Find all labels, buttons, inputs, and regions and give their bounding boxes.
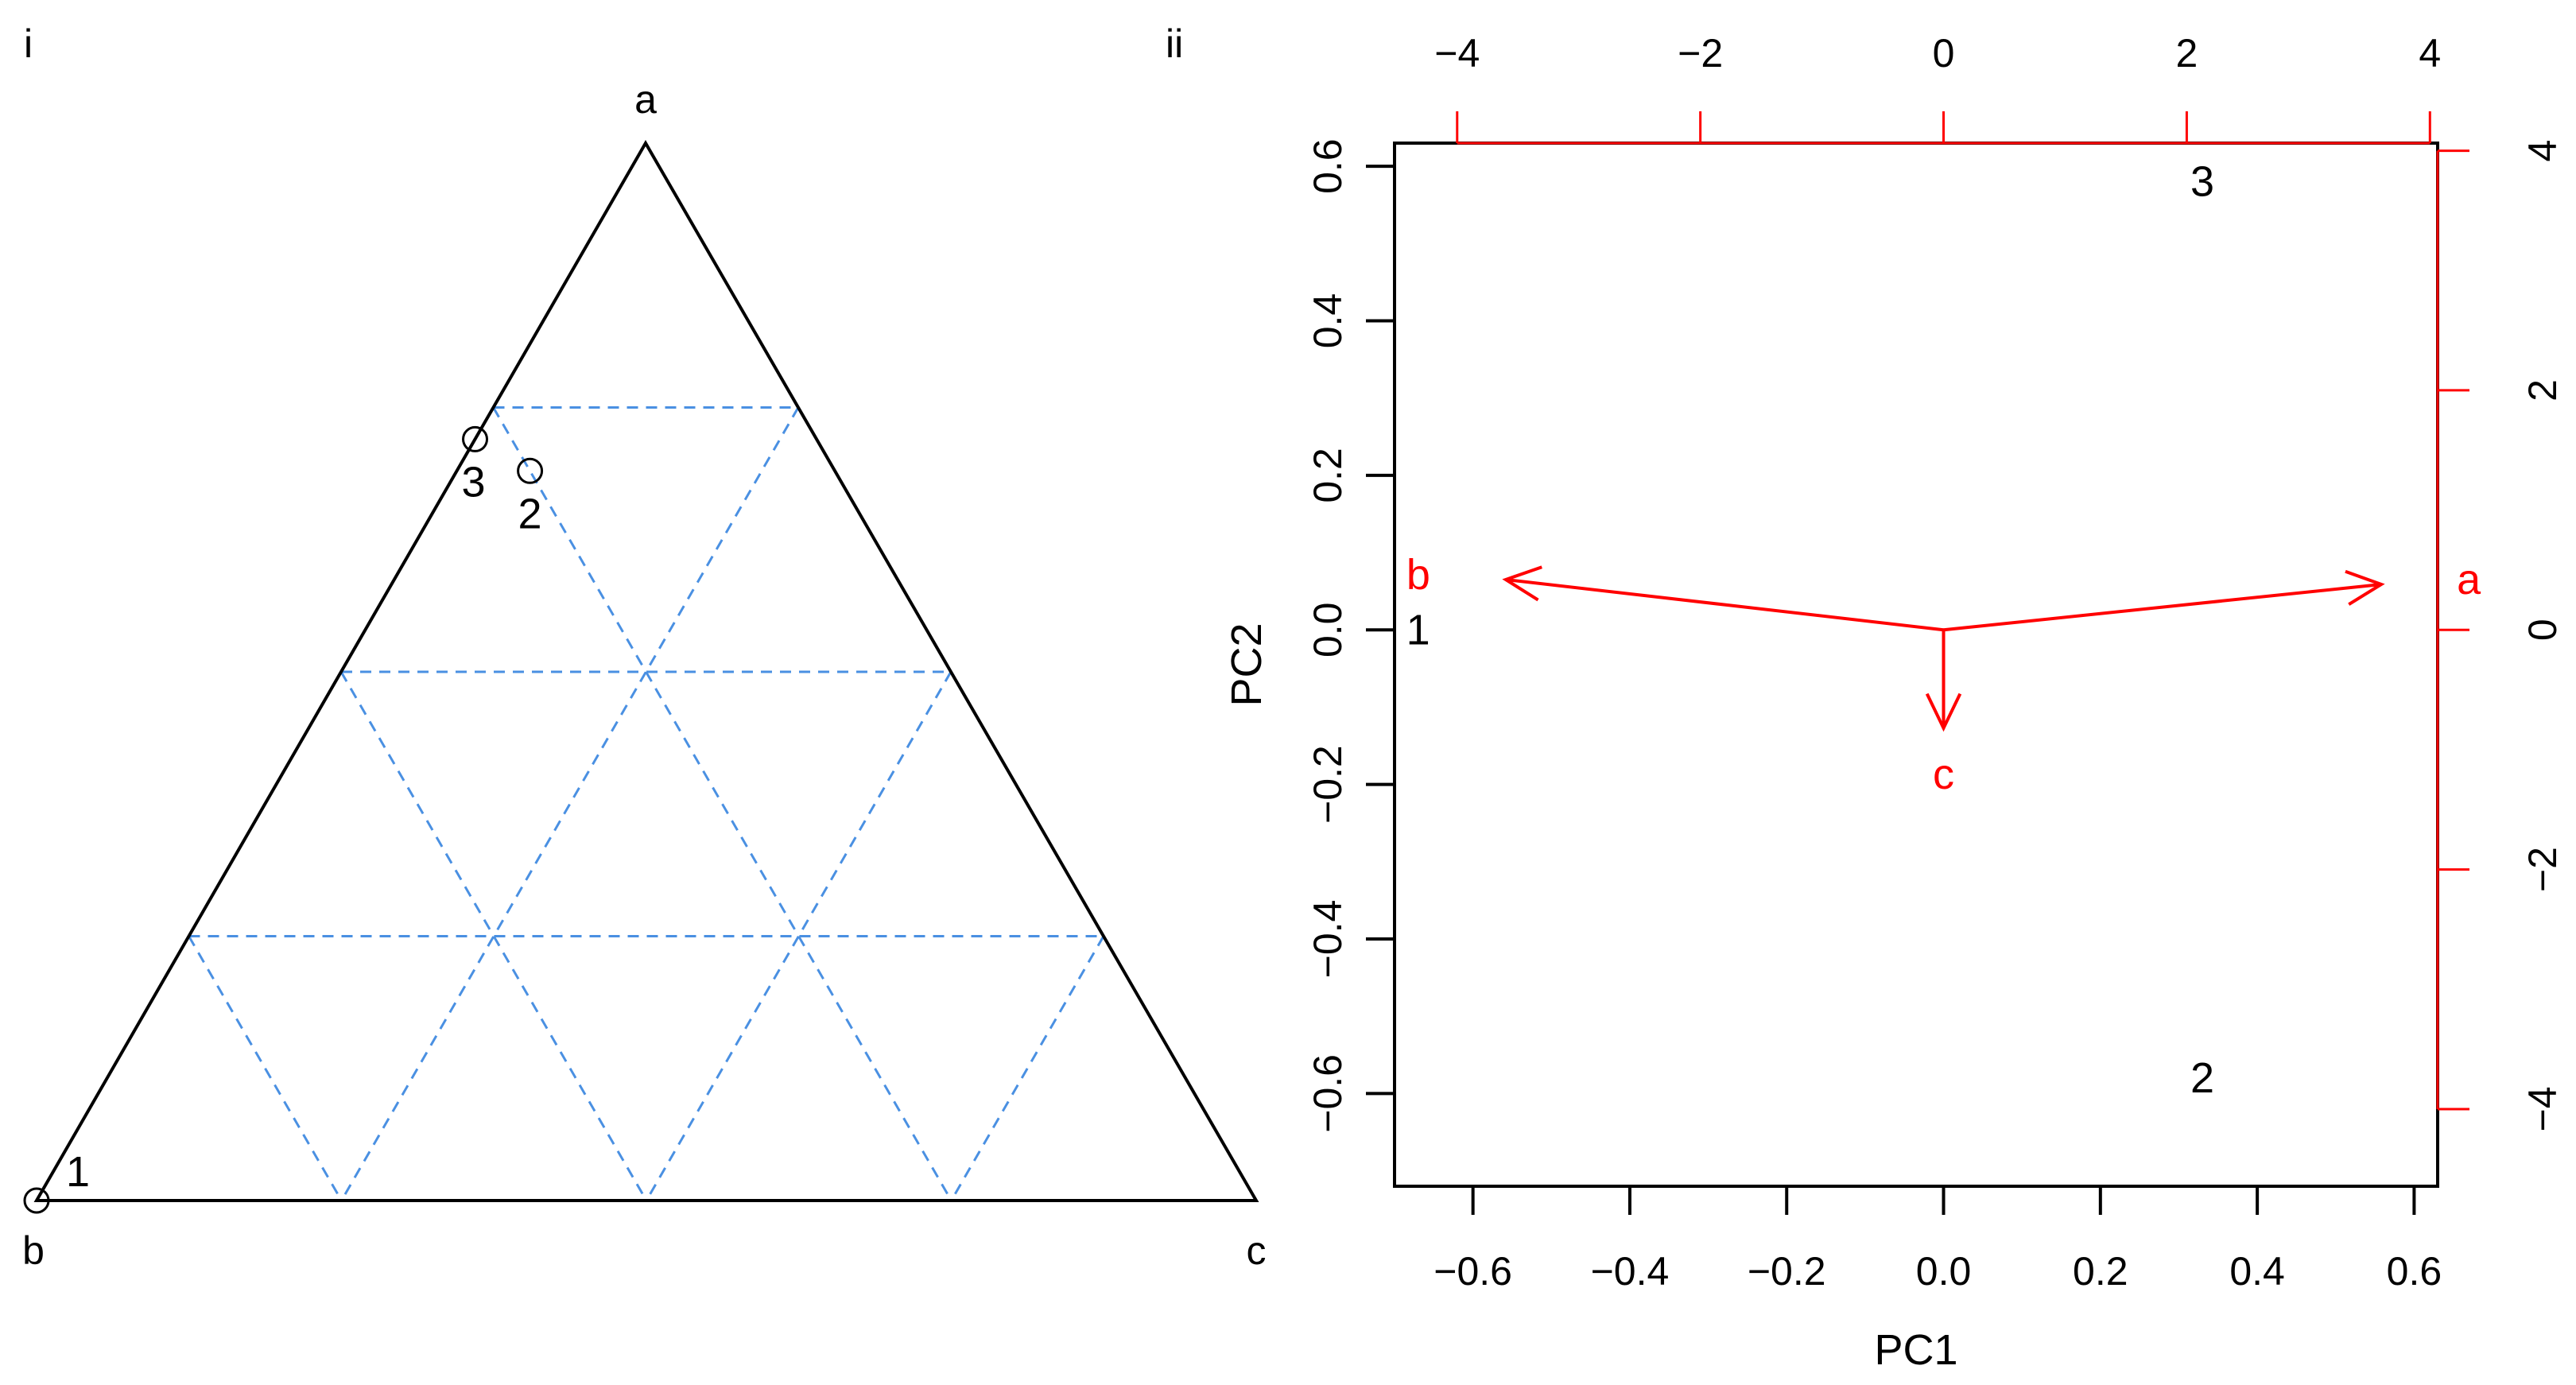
ternary-point-label-3: 3 <box>461 458 485 506</box>
loading-arrow-b <box>1505 577 1944 632</box>
loading-label-b: b <box>1406 551 1430 599</box>
right-tick-label-1: −2 <box>2520 847 2565 892</box>
ternary-point-label-1: 1 <box>66 1148 90 1196</box>
top-tick-label-2: 0 <box>1933 31 1955 76</box>
ternary-point-3 <box>462 425 489 452</box>
observation-labels: 1 2 3 <box>1406 158 2215 1102</box>
loading-arrowhead-b <box>1502 565 1542 602</box>
y-tick-label-3: 0.0 <box>1305 603 1350 658</box>
loading-arrowhead-c <box>1925 692 1962 732</box>
ternary-point-2 <box>517 457 544 484</box>
loading-arrows: a b c <box>1406 551 2481 798</box>
loading-label-c: c <box>1933 751 1954 798</box>
top-tick-label-0: −4 <box>1434 31 1480 76</box>
plot-frame <box>1393 142 2439 1188</box>
right-tick-label-2: 0 <box>2520 619 2565 641</box>
ternary-outline <box>33 139 1259 1202</box>
ternary-grid <box>188 406 1105 1201</box>
grid-line-c-3 <box>950 935 1105 1201</box>
grid-line-b-1 <box>492 406 952 1201</box>
x-tick-label-0: −0.6 <box>1433 1249 1512 1294</box>
top-tick-label-1: −2 <box>1678 31 1723 76</box>
observation-label-3: 3 <box>2190 158 2214 206</box>
loading-label-a: a <box>2457 556 2481 603</box>
y-tick-label-1: −0.4 <box>1305 900 1350 979</box>
right-tick-label-3: 2 <box>2520 379 2565 402</box>
y-tick-label-6: 0.6 <box>1305 138 1350 194</box>
y-tick-label-2: −0.2 <box>1305 745 1350 824</box>
grid-line-b-3 <box>188 935 343 1201</box>
x-tick-label-1: −0.4 <box>1591 1249 1670 1294</box>
top-tick-label-3: 2 <box>2176 31 2198 76</box>
right-tick-label-4: 4 <box>2520 140 2565 162</box>
ternary-panel: i a b c 1 23 <box>22 21 1266 1273</box>
y-axis-title: PC2 <box>1223 623 1271 706</box>
vertex-label-a: a <box>634 77 657 122</box>
panel-label-ii: ii <box>1166 21 1183 66</box>
x-tick-label-3: 0.0 <box>1916 1249 1972 1294</box>
top-secondary-axis: −4 −2 0 2 4 <box>1434 31 2441 145</box>
y-axis: −0.6 −0.4 −0.2 0.0 0.2 0.4 0.6 <box>1305 138 1396 1133</box>
x-axis-title: PC1 <box>1874 1326 1957 1374</box>
ternary-point-1 <box>23 1187 50 1214</box>
ternary-vertex-labels: a b c <box>22 77 1266 1273</box>
grid-line-b-2 <box>339 671 648 1201</box>
vertex-label-b: b <box>22 1228 45 1273</box>
vertex-label-c: c <box>1247 1228 1267 1273</box>
panel-label-i: i <box>24 21 33 66</box>
top-tick-label-4: 4 <box>2419 31 2441 76</box>
loading-arrow-a <box>1943 583 2382 632</box>
grid-line-c-2 <box>645 671 952 1201</box>
x-axis: −0.6 −0.4 −0.2 0.0 0.2 0.4 0.6 <box>1433 1185 2442 1294</box>
y-tick-label-5: 0.4 <box>1305 293 1350 349</box>
ternary-point-label-2: 2 <box>518 490 542 537</box>
x-tick-label-4: 0.2 <box>2073 1249 2128 1294</box>
observation-label-2: 2 <box>2190 1054 2214 1102</box>
x-tick-label-6: 0.6 <box>2387 1249 2442 1294</box>
observation-label-1: 1 <box>1406 606 1430 654</box>
right-tick-label-0: −4 <box>2520 1086 2565 1131</box>
grid-line-c-1 <box>340 406 800 1201</box>
x-tick-label-2: −0.2 <box>1748 1249 1826 1294</box>
x-tick-label-5: 0.4 <box>2229 1249 2285 1294</box>
right-secondary-axis: −4 −2 0 2 4 <box>2436 140 2565 1131</box>
loading-arrowhead-a <box>2345 569 2385 606</box>
ternary-triangle <box>33 139 1259 1202</box>
y-tick-label-0: −0.6 <box>1305 1054 1350 1133</box>
y-tick-label-4: 0.2 <box>1305 448 1350 503</box>
biplot-panel: ii −0.6 −0.4 −0.2 0.0 0.2 0.4 0.6 −0.6 −0.4 −0.2… <box>1166 21 2565 1374</box>
ternary-points: 1 23 <box>23 425 544 1214</box>
